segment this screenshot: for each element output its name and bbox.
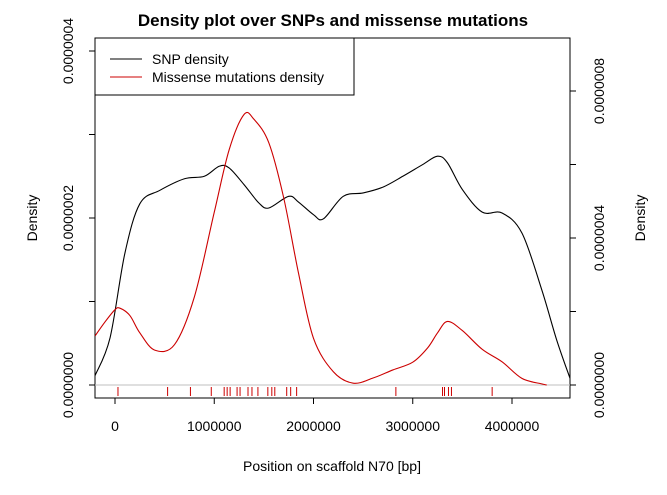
- legend-box: [94, 37, 355, 96]
- y-axis-label-right: Density: [632, 195, 648, 242]
- legend-label-missense: Missense mutations density: [152, 69, 324, 85]
- legend: SNP density Missense mutations density: [94, 37, 355, 96]
- x-tick-label: 2000000: [286, 418, 341, 434]
- x-tick-label: 3000000: [385, 418, 440, 434]
- missense-density-line: [94, 111, 547, 386]
- y-right-tick-label: 0.0000008: [591, 58, 607, 124]
- snp-density-line: [94, 155, 571, 379]
- y-left-tick-label: 0.0000000: [60, 352, 76, 418]
- y-left-tick-label: 0.0000004: [60, 18, 76, 84]
- x-tick-label: 1000000: [187, 418, 242, 434]
- rug-marks: [117, 387, 493, 396]
- y-axis-label-left: Density: [24, 195, 40, 242]
- x-tick-label: 4000000: [485, 418, 540, 434]
- y-left-tick-label: 0.0000002: [60, 185, 76, 251]
- axes: 0 1000000 2000000 3000000 4000000 0.0000000 0.…: [60, 18, 607, 434]
- chart-title: Density plot over SNPs and missense muta…: [138, 11, 528, 30]
- x-tick-label: 0: [111, 418, 119, 434]
- legend-label-snp: SNP density: [152, 51, 229, 67]
- y-right-tick-label: 0.0000000: [591, 352, 607, 418]
- x-axis-label: Position on scaffold N70 [bp]: [243, 458, 421, 474]
- y-right-tick-label: 0.0000004: [591, 205, 607, 271]
- plot-area: [94, 111, 571, 396]
